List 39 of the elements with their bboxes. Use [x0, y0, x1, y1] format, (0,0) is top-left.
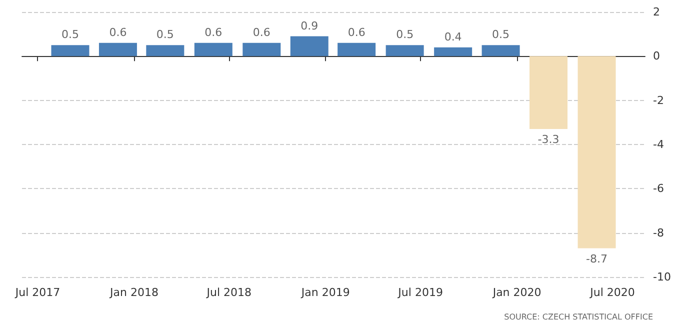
y-tick-label: -6	[653, 182, 664, 196]
bar	[338, 42, 376, 56]
data-label: 0.5	[492, 28, 510, 42]
x-tick-label: Jul 2020	[589, 286, 635, 299]
bar	[482, 45, 520, 56]
x-tick-label: Jan 2019	[300, 286, 350, 299]
data-label: 0.9	[300, 19, 318, 32]
data-label: -8.7	[586, 252, 608, 266]
data-label: 0.5	[156, 28, 174, 42]
bar	[194, 42, 232, 56]
x-tick-label: Jan 2020	[492, 286, 542, 299]
y-tick-label: -2	[653, 94, 664, 107]
y-tick-label: -8	[653, 226, 664, 240]
data-label: -3.3	[538, 133, 560, 146]
data-label: 0.5	[61, 28, 79, 42]
bar	[146, 45, 184, 56]
bar	[386, 45, 424, 56]
y-tick-label: 2	[653, 6, 660, 18]
data-label: 0.6	[109, 26, 127, 39]
source-note: SOURCE: CZECH STATISTICAL OFFICE	[504, 312, 653, 322]
data-label: 0.4	[444, 30, 462, 44]
bar	[242, 42, 281, 56]
y-tick-label: -10	[653, 270, 671, 284]
data-label: 0.5	[396, 28, 414, 42]
data-label: 0.6	[348, 26, 366, 39]
y-tick-label: 0	[653, 50, 660, 63]
data-label: 0.6	[204, 26, 222, 39]
x-tick-label: Jan 2018	[108, 286, 158, 299]
x-tick-label: Jul 2017	[14, 286, 60, 299]
bar	[51, 45, 90, 56]
x-tick-label: Jul 2018	[206, 286, 252, 299]
x-tick-label: Jul 2019	[397, 286, 443, 299]
bar	[98, 42, 137, 56]
y-tick-label: -4	[653, 138, 664, 151]
bar	[530, 56, 568, 130]
bar	[290, 36, 328, 56]
data-label: 0.6	[252, 26, 270, 39]
bar	[434, 47, 472, 56]
bar	[578, 56, 616, 248]
